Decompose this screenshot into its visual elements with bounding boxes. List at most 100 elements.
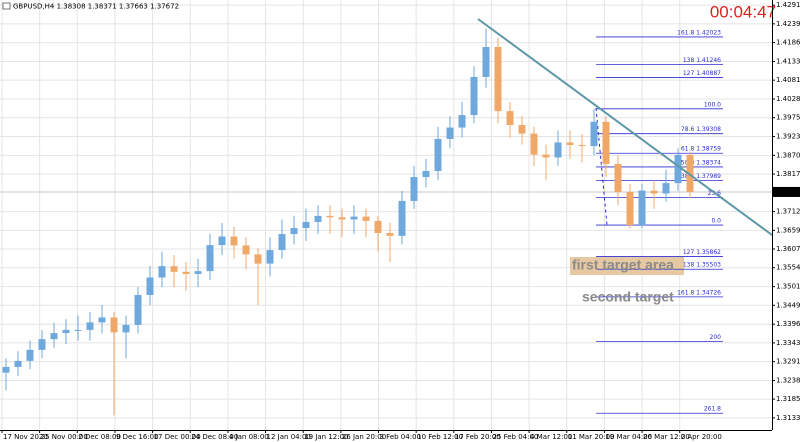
candle-body — [650, 190, 658, 194]
chart-title: GBPUSD,H4 1.38308 1.38371 1.37663 1.3767… — [13, 3, 179, 11]
fib-label: 100.0 — [704, 101, 721, 108]
y-tick-label: 1.37120 — [776, 208, 800, 216]
candle-body — [590, 121, 598, 147]
y-tick-label: 1.33960 — [776, 320, 800, 328]
fib-label: 127 1.40887 — [683, 70, 721, 77]
fib-label: 138 1.41246 — [683, 57, 721, 64]
candle-body — [302, 221, 310, 229]
candle-body — [170, 266, 178, 272]
candle-body — [542, 154, 550, 158]
y-tick-label: 1.34490 — [776, 301, 800, 309]
y-tick-label: 1.36595 — [776, 226, 800, 234]
x-tick-label: 17 Nov 2020 — [3, 433, 48, 441]
candle-body — [14, 360, 22, 367]
y-tick-label: 1.32380 — [776, 376, 800, 384]
y-tick-label: 1.40280 — [776, 95, 800, 103]
candles — [2, 28, 694, 416]
x-tick-label: 17 Dec 00:00 — [154, 433, 201, 441]
y-tick-label: 1.32910 — [776, 358, 800, 366]
candle-body — [482, 47, 490, 77]
candle-body — [86, 322, 94, 330]
candle-body — [278, 234, 286, 251]
x-tick-label: 25 Feb 04:00 — [492, 433, 538, 441]
candle-body — [602, 121, 610, 164]
candle-body — [422, 171, 430, 178]
x-tick-label: 26 Mar 12:00 — [643, 433, 690, 441]
timer: 00:04:47 — [710, 2, 776, 21]
candle-body — [662, 183, 670, 194]
x-tick-label: 2 Apr 20:00 — [681, 433, 722, 441]
y-tick-label: 1.36070 — [776, 245, 800, 253]
x-tick-label: 12 Jan 04:00 — [267, 433, 311, 441]
y-tick-label: 1.41335 — [776, 57, 800, 65]
candle-body — [362, 216, 370, 221]
fib-label: 127 1.35862 — [683, 249, 721, 256]
candle-body — [110, 317, 118, 333]
candle-body — [326, 215, 334, 218]
candle-body — [686, 154, 694, 192]
y-tick-label: 1.38175 — [776, 170, 800, 178]
annotation: first target area — [572, 257, 674, 273]
candle-body — [626, 192, 634, 226]
candle-body — [458, 115, 466, 128]
y-tick-label: 1.31855 — [776, 395, 800, 403]
candle-body — [146, 277, 154, 295]
candle-body — [494, 47, 502, 112]
candle-body — [134, 294, 142, 325]
candle-body — [518, 125, 526, 134]
candle-body — [26, 349, 34, 361]
candle-body — [638, 190, 646, 226]
candle-body — [122, 324, 130, 333]
candle-body — [446, 127, 454, 139]
candle-body — [338, 217, 346, 220]
candle-body — [38, 339, 46, 350]
candle-body — [614, 163, 622, 193]
candle-body — [386, 232, 394, 236]
candle-body — [98, 317, 106, 323]
x-tick-label: 25 Nov 00:00 — [41, 433, 88, 441]
candle-body — [554, 142, 562, 158]
x-tick-label: 19 Jan 12:00 — [304, 433, 348, 441]
current-price-label: 1.37672 — [775, 188, 800, 196]
target-area-box — [570, 257, 684, 275]
annotation: second target — [582, 289, 674, 305]
x-tick-label: 4 Jan 08:00 — [229, 433, 269, 441]
fib-base-line — [595, 107, 608, 226]
x-tick-label: 24 Dec 08:00 — [191, 433, 238, 441]
candle-body — [410, 177, 418, 201]
candle-body — [254, 254, 262, 264]
candle-body — [206, 245, 214, 272]
title-icon — [2, 2, 11, 10]
candle-body — [398, 200, 406, 236]
candle-body — [314, 215, 322, 222]
candle-body — [230, 236, 238, 246]
candle-body — [182, 271, 190, 274]
candle-body — [350, 216, 358, 220]
candle-body — [218, 236, 226, 246]
candle-body — [194, 271, 202, 274]
trend-line — [477, 18, 773, 236]
fib-label: 261.8 — [704, 406, 721, 413]
candle-body — [50, 333, 58, 340]
fibonacci: 161.8 1.42023 138 1.41246 127 1.40887 100.0… — [596, 29, 723, 414]
fib-label: 161.8 1.42023 — [677, 29, 721, 36]
x-tick-label: 3 Feb 04:00 — [380, 433, 421, 441]
y-tick-label: 1.38700 — [776, 151, 800, 159]
candle-body — [506, 111, 514, 126]
fib-label: 0.0 — [711, 218, 721, 225]
y-tick-label: 1.35015 — [776, 283, 800, 291]
candle-body — [62, 329, 70, 334]
x-tick-label: 9 Dec 16:00 — [116, 433, 159, 441]
candle-body — [242, 245, 250, 255]
candle-body — [290, 228, 298, 235]
candle-body — [74, 329, 82, 331]
candle-body — [266, 250, 274, 264]
y-tick-label: 1.31330 — [776, 414, 800, 422]
candle-body — [566, 142, 574, 145]
candle-body — [2, 366, 10, 373]
candle-body — [470, 76, 478, 116]
fib-label: 161.8 1.34726 — [677, 289, 721, 296]
